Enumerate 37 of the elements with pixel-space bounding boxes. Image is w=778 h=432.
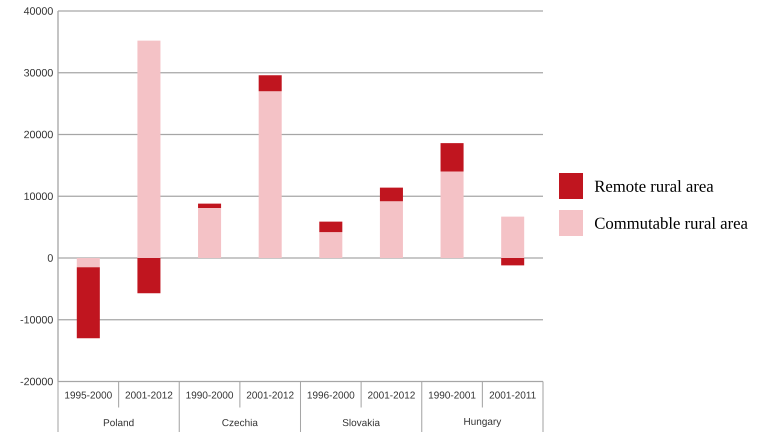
bar bbox=[440, 143, 464, 172]
bar bbox=[440, 172, 464, 258]
bar bbox=[380, 201, 403, 258]
x-tick-label: 1995-2000 bbox=[65, 392, 112, 399]
bar bbox=[501, 216, 524, 258]
bar bbox=[258, 91, 282, 258]
y-tick-label: -10000 bbox=[20, 316, 53, 324]
bar bbox=[319, 232, 342, 258]
bar bbox=[76, 267, 100, 338]
y-tick-label: -20000 bbox=[20, 378, 53, 386]
x-tick-label: 2001-2012 bbox=[246, 392, 294, 399]
text: Czechia bbox=[222, 418, 258, 426]
y-tick-label: 20000 bbox=[24, 130, 53, 138]
text: Poland bbox=[104, 418, 134, 426]
x-tick-label: 2001-2012 bbox=[368, 392, 415, 399]
text: Hungary bbox=[464, 418, 502, 427]
x-tick-label: 1996-2000 bbox=[308, 392, 354, 399]
bar bbox=[198, 208, 222, 258]
y-tick-label: 30000 bbox=[24, 68, 53, 77]
text: Slovakia bbox=[342, 418, 380, 426]
bar bbox=[319, 222, 342, 232]
legend-label: Remote rural area bbox=[594, 180, 714, 192]
x-tick-label: 1990-2001 bbox=[428, 392, 476, 399]
x-tick-label: 2001-2011 bbox=[490, 392, 536, 399]
x-tick-label: 1990-2000 bbox=[186, 392, 234, 399]
bar bbox=[380, 188, 403, 202]
x-tick-label: 2001-2012 bbox=[126, 392, 172, 399]
bar bbox=[198, 204, 222, 208]
y-tick-label: 0 bbox=[48, 254, 53, 262]
y-tick-label: 40000 bbox=[24, 7, 53, 15]
legend-label: Commutable rural area bbox=[594, 217, 748, 229]
bar bbox=[76, 258, 100, 268]
bar bbox=[137, 258, 160, 294]
bar bbox=[501, 258, 524, 266]
bar bbox=[137, 40, 160, 258]
bar bbox=[258, 75, 282, 92]
y-tick-label: 10000 bbox=[24, 192, 53, 200]
